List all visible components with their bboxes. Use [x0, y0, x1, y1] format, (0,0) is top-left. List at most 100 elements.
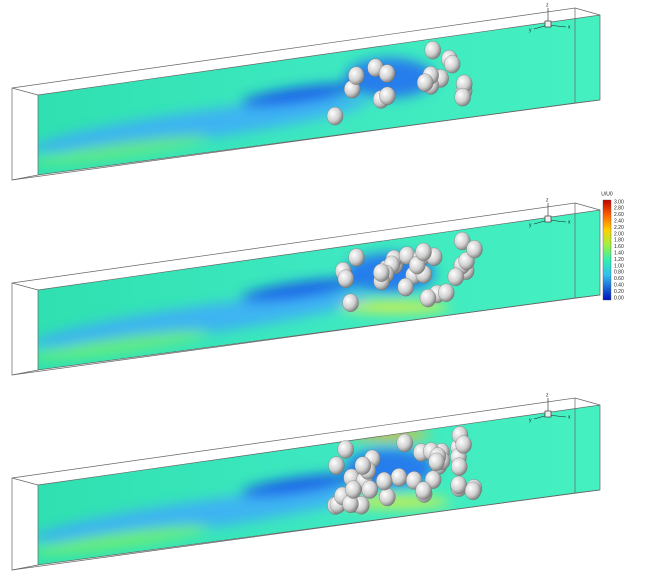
flow-field	[38, 210, 600, 370]
wake	[240, 473, 360, 497]
panel: z x y	[11, 2, 601, 181]
panel: z x y	[11, 197, 601, 376]
edge	[574, 99, 601, 104]
bubble	[337, 269, 355, 288]
bubble	[464, 481, 482, 501]
flow-plane	[38, 15, 600, 175]
edge	[11, 369, 39, 376]
wake	[240, 83, 360, 107]
bubble	[419, 288, 437, 308]
wake	[38, 135, 210, 165]
bubble	[379, 86, 396, 106]
bubble	[337, 440, 354, 459]
colorbar-label: 0.80	[614, 270, 624, 276]
edge	[574, 489, 601, 494]
box-outline	[11, 7, 601, 181]
bubble	[345, 480, 362, 499]
wake	[38, 330, 210, 360]
bubble	[378, 64, 396, 83]
bubble	[466, 240, 483, 259]
axis-triad	[533, 8, 567, 30]
wake	[38, 292, 369, 348]
bubble	[376, 471, 393, 491]
axis-label: z	[546, 2, 549, 8]
colorbar	[602, 199, 612, 301]
colorbar-labels: 3.002.802.602.402.202.001.801.601.401.20…	[614, 199, 624, 301]
colorbar-label: 1.40	[614, 251, 624, 257]
bubble	[416, 73, 434, 92]
panels: z x y z x y z x y	[11, 2, 601, 571]
panel: z x y	[11, 392, 601, 571]
bubbles	[327, 426, 483, 515]
bubble	[373, 263, 390, 282]
origin	[544, 215, 552, 223]
axis-label: y	[529, 27, 532, 33]
colorbar-label: 1.80	[614, 238, 624, 244]
edge	[11, 174, 39, 181]
axis-label: x	[568, 24, 571, 30]
bubble	[415, 481, 432, 500]
axis-label: z	[546, 197, 549, 203]
bubble	[397, 277, 414, 297]
bubble	[348, 66, 365, 85]
edge	[574, 294, 601, 299]
bubble	[390, 468, 408, 487]
bubble	[428, 452, 445, 471]
axis-label: x	[568, 414, 571, 420]
box-outline	[11, 202, 601, 376]
colorbar-label: 2.40	[614, 219, 624, 225]
wake	[38, 487, 369, 543]
bubble	[444, 54, 461, 74]
origin	[544, 20, 552, 28]
edge	[11, 282, 39, 291]
bubbles	[326, 41, 473, 126]
bubble	[354, 456, 371, 475]
bubble	[455, 435, 472, 454]
colorbar-label: 0.40	[614, 283, 624, 289]
colorbar-label: 1.20	[614, 257, 624, 263]
bubble	[415, 242, 432, 262]
edge	[11, 564, 39, 571]
bubble	[326, 106, 344, 126]
bubble	[451, 457, 468, 476]
edge	[574, 202, 601, 211]
colorbar-label: 2.20	[614, 225, 624, 231]
wake	[240, 278, 360, 302]
axis-triad	[533, 398, 567, 420]
edge	[11, 87, 39, 96]
wake	[38, 97, 369, 153]
bubble	[447, 267, 464, 286]
origin	[544, 410, 552, 418]
axis-label: z	[546, 392, 549, 398]
axis-label: x	[568, 219, 571, 225]
flow-field	[38, 15, 600, 175]
bubbles	[335, 231, 483, 312]
bubble	[328, 456, 345, 475]
colorbar-label: 1.00	[614, 263, 624, 269]
flow-plane	[38, 210, 600, 370]
axis-triad	[533, 203, 567, 225]
colorbar-label: 2.60	[614, 212, 624, 218]
bubble	[342, 293, 359, 312]
wake	[38, 525, 210, 555]
bubble	[348, 248, 365, 267]
bubble	[424, 41, 441, 60]
colorbar-label: 0.20	[614, 289, 624, 295]
bubble	[396, 433, 413, 453]
bubble	[450, 475, 467, 495]
flow-field	[38, 405, 600, 565]
contours	[38, 253, 450, 360]
bubble	[379, 487, 396, 507]
axis-label: y	[529, 222, 532, 228]
colorbar-label: 3.00	[614, 199, 624, 205]
bubble	[454, 88, 471, 107]
bubble	[438, 283, 455, 302]
edge	[574, 7, 601, 16]
colorbar-label: 2.80	[614, 206, 624, 212]
colorbar-label: 0.60	[614, 276, 624, 282]
colorbar-label: 2.00	[614, 231, 624, 237]
box-outline	[11, 397, 601, 571]
edge	[11, 477, 39, 486]
bubble	[361, 480, 378, 499]
